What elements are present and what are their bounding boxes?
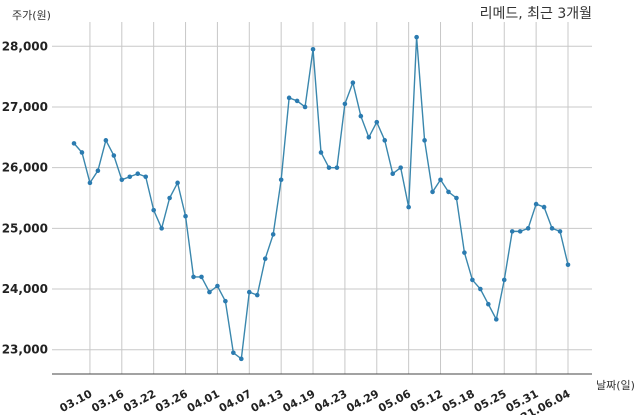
data-point bbox=[358, 113, 364, 119]
x-tick-label: 05.06 bbox=[376, 387, 413, 415]
data-point bbox=[525, 226, 531, 231]
data-point bbox=[79, 150, 85, 155]
data-point bbox=[254, 292, 260, 298]
data-point bbox=[414, 34, 419, 40]
data-point bbox=[422, 138, 427, 143]
x-tick-label: 05.18 bbox=[440, 387, 477, 415]
data-point bbox=[215, 283, 220, 289]
data-point bbox=[533, 201, 539, 207]
data-point bbox=[239, 356, 244, 362]
data-point bbox=[294, 98, 300, 104]
data-point bbox=[223, 298, 228, 304]
price-series-line bbox=[73, 37, 569, 361]
data-point bbox=[270, 232, 276, 237]
data-point bbox=[207, 289, 212, 295]
data-point bbox=[71, 141, 77, 146]
y-tick-labels: 23,000 24,000 25,000 26,000 27,000 28,000 bbox=[2, 39, 48, 356]
data-point bbox=[111, 153, 117, 158]
x-tick-label: 04.13 bbox=[249, 387, 286, 415]
data-point bbox=[175, 180, 180, 186]
data-point bbox=[549, 226, 555, 231]
x-tick-label: 04.29 bbox=[344, 387, 381, 415]
data-point bbox=[231, 350, 236, 356]
data-point bbox=[509, 229, 515, 234]
price-points bbox=[71, 34, 571, 362]
data-point bbox=[470, 277, 475, 283]
data-point bbox=[366, 135, 372, 140]
x-tick-label: 03.10 bbox=[58, 387, 95, 415]
data-point bbox=[438, 177, 443, 183]
data-point bbox=[342, 101, 348, 107]
data-point bbox=[517, 229, 523, 234]
y-tick-label: 27,000 bbox=[2, 100, 48, 114]
data-point bbox=[478, 286, 483, 292]
data-point bbox=[143, 174, 149, 180]
data-point bbox=[135, 171, 141, 177]
x-tick-label: 04.07 bbox=[217, 387, 254, 415]
data-point bbox=[350, 80, 356, 85]
data-point bbox=[119, 177, 125, 183]
data-point bbox=[454, 195, 459, 201]
y-tick-label: 25,000 bbox=[2, 221, 48, 235]
data-point bbox=[493, 317, 499, 322]
data-point bbox=[374, 119, 380, 125]
y-axis-label: 주가(원) bbox=[12, 9, 51, 22]
data-point bbox=[326, 165, 332, 170]
data-point bbox=[286, 95, 292, 101]
x-tick-label: 04.01 bbox=[185, 387, 222, 415]
x-tick-label: 04.23 bbox=[312, 387, 349, 415]
y-tick-label: 28,000 bbox=[2, 39, 48, 53]
x-tick-label: 05.12 bbox=[408, 387, 445, 415]
data-point bbox=[127, 174, 133, 180]
horizontal-gridlines bbox=[52, 45, 592, 351]
y-tick-label: 23,000 bbox=[2, 343, 48, 357]
data-point bbox=[565, 262, 571, 268]
y-tick-label: 24,000 bbox=[2, 282, 48, 296]
chart-title: 리메드, 최근 3개월 bbox=[480, 6, 592, 22]
data-point bbox=[310, 47, 316, 52]
y-tick-label: 26,000 bbox=[2, 161, 48, 175]
x-tick-label: 03.16 bbox=[89, 387, 126, 415]
data-point bbox=[191, 274, 196, 280]
vertical-gridlines bbox=[89, 22, 569, 374]
x-tick-label: 05.25 bbox=[472, 387, 509, 415]
data-point bbox=[246, 289, 252, 295]
x-tick-label: 04.19 bbox=[281, 387, 318, 415]
data-point bbox=[382, 138, 388, 143]
x-tick-label: 03.26 bbox=[153, 387, 190, 415]
data-point bbox=[398, 165, 403, 170]
data-point bbox=[302, 104, 308, 110]
data-point bbox=[541, 204, 547, 210]
data-point bbox=[334, 165, 340, 170]
data-point bbox=[159, 226, 164, 231]
data-point bbox=[486, 301, 491, 307]
data-point bbox=[95, 168, 101, 173]
data-point bbox=[446, 189, 451, 195]
data-point bbox=[151, 207, 156, 213]
x-tick-label: 03.22 bbox=[121, 387, 158, 415]
data-point bbox=[501, 277, 507, 283]
data-point bbox=[103, 138, 109, 143]
data-point bbox=[278, 177, 284, 183]
data-point bbox=[87, 180, 93, 186]
data-point bbox=[557, 229, 563, 234]
data-point bbox=[390, 171, 396, 177]
data-point bbox=[167, 195, 172, 201]
data-point bbox=[318, 150, 324, 155]
x-tick-labels: 03.1003.1603.2203.2604.0104.0704.1304.19… bbox=[58, 387, 573, 415]
data-point bbox=[406, 204, 411, 210]
data-point bbox=[262, 256, 268, 261]
data-point bbox=[462, 250, 467, 255]
x-axis-label: 날짜(일) bbox=[596, 378, 635, 392]
data-point bbox=[430, 189, 435, 195]
data-point bbox=[183, 213, 188, 219]
data-point bbox=[199, 274, 204, 280]
